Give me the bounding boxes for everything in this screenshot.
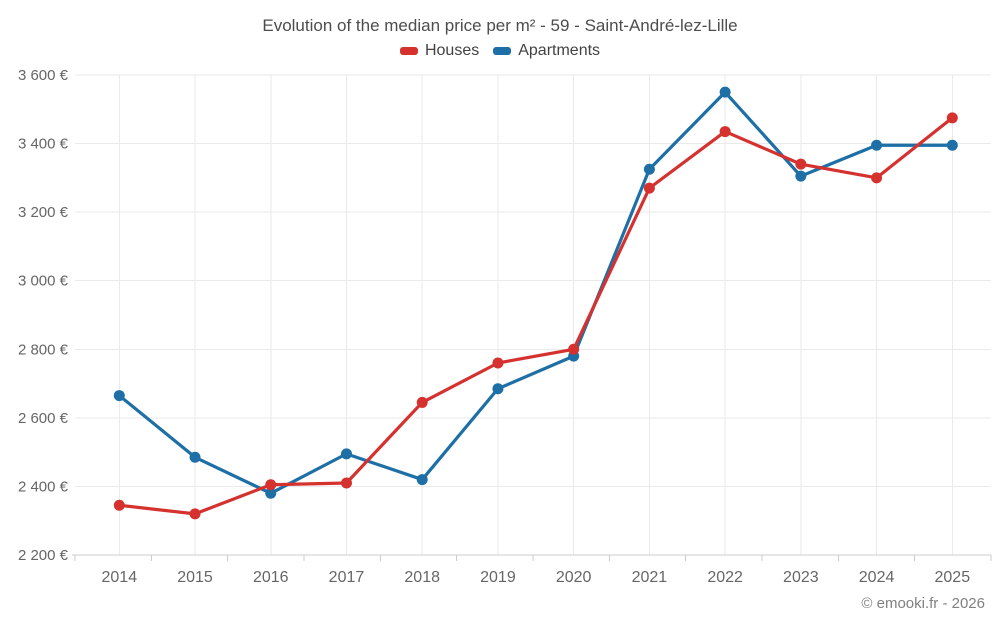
data-point-houses-2021[interactable]	[643, 182, 655, 194]
x-axis-tick-label: 2024	[859, 569, 895, 586]
horizontal-gridlines: 2 200 € 2 400 € 2 600 € 2 800 € 3 000 € 3 200…	[18, 67, 991, 564]
x-axis-labels: 2014 2015 2016 2017 2018 2019 2020 2021 2022 2023…	[102, 569, 971, 586]
data-point-apartments-2017[interactable]	[340, 448, 352, 460]
y-axis-tick-label: 2 600 €	[18, 410, 69, 427]
series-houses	[113, 112, 958, 520]
data-point-houses-2022[interactable]	[719, 126, 731, 138]
data-point-apartments-2018[interactable]	[416, 474, 428, 486]
y-axis-tick-label: 2 400 €	[18, 478, 69, 495]
x-axis-tick-label: 2021	[632, 569, 668, 586]
data-point-houses-2025[interactable]	[946, 112, 958, 124]
x-axis-tick-label: 2016	[253, 569, 289, 586]
legend-item-apartments[interactable]: Apartments	[493, 42, 600, 60]
legend-label: Houses	[424, 42, 480, 59]
data-point-apartments-2023[interactable]	[795, 170, 807, 182]
data-point-apartments-2019[interactable]	[492, 383, 504, 395]
series-apartments	[113, 86, 958, 499]
data-point-houses-2015[interactable]	[189, 508, 201, 520]
data-point-apartments-2022[interactable]	[719, 86, 731, 98]
y-axis-tick-label: 3 400 €	[18, 136, 69, 153]
legend-item-houses[interactable]: Houses	[399, 42, 480, 60]
data-point-houses-2020[interactable]	[568, 343, 580, 355]
data-point-houses-2018[interactable]	[416, 396, 428, 408]
x-axis-tick-label: 2019	[480, 569, 516, 586]
legend-label: Apartments	[518, 42, 601, 59]
x-axis-tick-label: 2022	[707, 569, 743, 586]
y-axis-tick-label: 3 600 €	[18, 67, 69, 84]
data-point-apartments-2025[interactable]	[946, 139, 958, 151]
series-line-apartments	[117, 90, 954, 495]
data-point-apartments-2014[interactable]	[113, 390, 125, 402]
x-axis-ticks	[74, 555, 992, 561]
x-axis-tick-label: 2017	[329, 569, 365, 586]
x-axis-tick-label: 2015	[177, 569, 213, 586]
vertical-gridlines	[118, 75, 953, 555]
x-axis-tick-label: 2020	[556, 569, 592, 586]
y-axis-tick-label: 3 000 €	[18, 273, 69, 290]
legend-swatch-icon	[399, 47, 418, 55]
series-line-houses	[117, 116, 954, 516]
data-point-apartments-2021[interactable]	[643, 163, 655, 175]
y-axis-tick-label: 2 800 €	[18, 341, 69, 358]
x-axis-tick-label: 2018	[404, 569, 440, 586]
x-axis-tick-label: 2014	[102, 569, 138, 586]
data-point-houses-2017[interactable]	[340, 477, 352, 489]
x-axis-tick-label: 2023	[783, 569, 819, 586]
legend-swatch-icon	[493, 47, 512, 55]
data-point-houses-2023[interactable]	[795, 158, 807, 170]
x-axis-tick-label: 2025	[935, 569, 971, 586]
data-point-apartments-2016[interactable]	[265, 487, 277, 499]
data-point-houses-2016[interactable]	[265, 479, 277, 491]
legend: Houses Apartments	[0, 42, 1000, 60]
footer-credit: © emooki.fr - 2026	[861, 595, 985, 612]
chart-title: Evolution of the median price per m² - 5…	[262, 16, 738, 35]
data-point-houses-2024[interactable]	[871, 172, 883, 184]
y-axis-tick-label: 3 200 €	[18, 204, 69, 221]
data-point-apartments-2015[interactable]	[189, 451, 201, 463]
data-point-apartments-2024[interactable]	[871, 139, 883, 151]
y-axis-tick-label: 2 200 €	[18, 547, 69, 564]
data-point-houses-2014[interactable]	[113, 499, 125, 511]
data-point-houses-2019[interactable]	[492, 357, 504, 369]
